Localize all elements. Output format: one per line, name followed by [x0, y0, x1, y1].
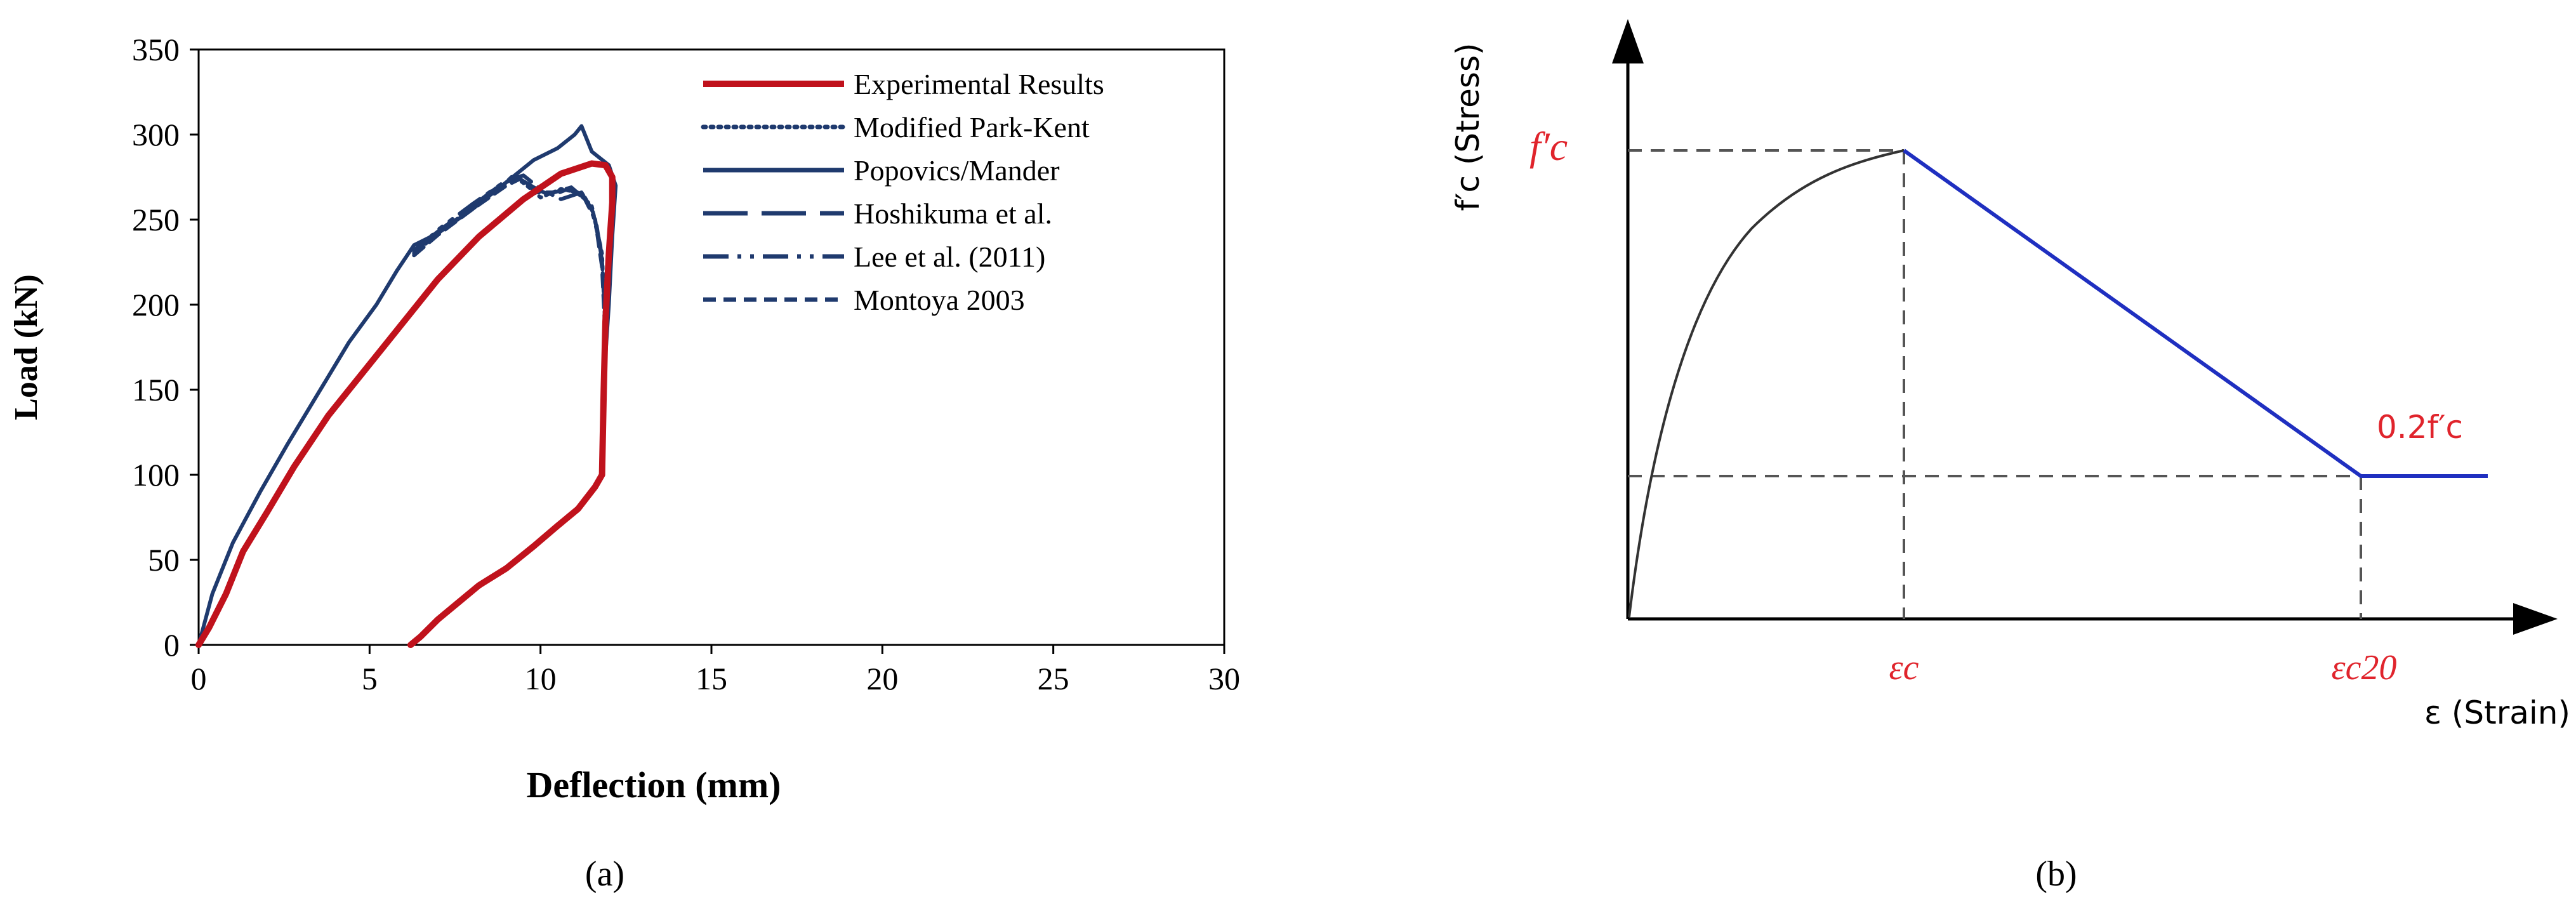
legend-label-hoshikuma: Hoshikuma et al.	[854, 197, 1052, 230]
x-tick-label: 20	[866, 661, 898, 696]
series-lines	[195, 124, 618, 648]
panel-label-a: (a)	[585, 854, 624, 894]
panel-label-b: (b)	[2035, 854, 2077, 894]
x-axis-ticks: 0 5 10 15 20 25 30	[191, 645, 1240, 696]
peak-stress-label: f′c	[1529, 124, 1568, 169]
stress-axis-label: f′c (Stress)	[1450, 43, 1486, 211]
series-line-experimental-results	[195, 160, 616, 648]
y-tick-label: 300	[132, 117, 180, 152]
x-tick-label: 10	[525, 661, 557, 696]
y-axis-ticks: 0 50 100 150 200 250 300 350	[132, 32, 199, 663]
x-tick-label: 5	[362, 661, 378, 696]
legend-label-popovics: Popovics/Mander	[854, 154, 1060, 187]
peak-strain-label: εc	[1889, 648, 1919, 687]
series-line-popovics-mander	[197, 124, 618, 647]
ascending-curve	[1628, 149, 1905, 618]
y-axis-arrowhead	[1612, 19, 1644, 63]
panel-a-chart: 0 5 10 15 20 25 30 0 50 100 150 200 250 300 350 Load …	[8, 32, 1240, 894]
x-tick-label: 25	[1038, 661, 1069, 696]
y-tick-label: 0	[164, 627, 180, 663]
legend-label-park-kent: Modified Park-Kent	[854, 111, 1090, 143]
series-line-lee-et-al-2011	[412, 173, 608, 307]
legend-label-experimental: Experimental Results	[854, 68, 1104, 100]
x-tick-label: 30	[1208, 661, 1240, 696]
legend: Experimental Results Modified Park-Kent …	[701, 68, 1104, 316]
panel-b-diagram: f′c 0.2f′c εc εc20 ε (Strain) f′c (Stres…	[1450, 19, 2570, 894]
legend-label-lee: Lee et al. (2011)	[854, 241, 1045, 273]
y-tick-label: 100	[132, 457, 180, 493]
y-tick-label: 50	[148, 542, 180, 578]
series-line-montoya-2003	[412, 176, 608, 341]
x-tick-label: 15	[696, 661, 727, 696]
y-tick-label: 250	[132, 202, 180, 237]
x-tick-label: 0	[191, 661, 207, 696]
y-axis-label: Load (kN)	[8, 274, 44, 420]
legend-label-montoya: Montoya 2003	[854, 284, 1025, 316]
descending-line	[1903, 149, 2488, 478]
y-tick-label: 350	[132, 32, 180, 67]
series-line-hoshikuma-et-al	[412, 175, 608, 324]
series-line-modified-park-kent	[412, 173, 608, 333]
x-axis-label: Deflection (mm)	[527, 764, 781, 806]
residual-stress-label: 0.2f′c	[2377, 409, 2463, 446]
strain-axis-label: ε (Strain)	[2424, 694, 2570, 731]
y-tick-label: 200	[132, 287, 180, 322]
y-tick-label: 150	[132, 372, 180, 408]
x-axis-arrowhead	[2513, 603, 2558, 635]
residual-strain-label: εc20	[2332, 648, 2397, 687]
